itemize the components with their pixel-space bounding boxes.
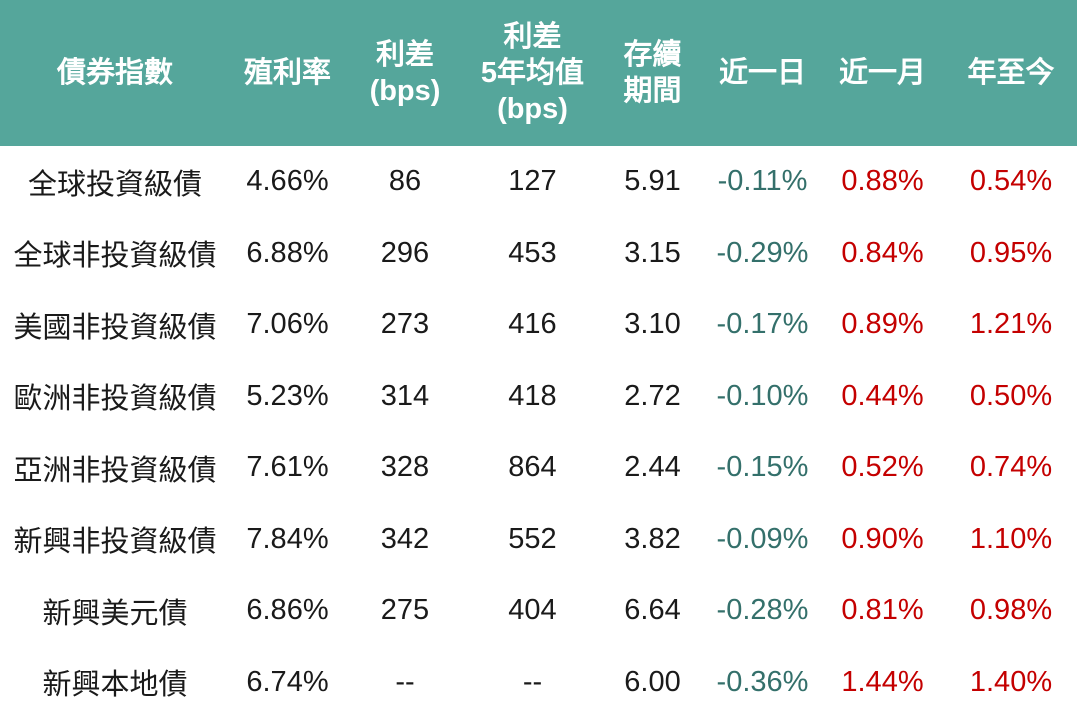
cell-ytd-change: 1.10%: [945, 503, 1077, 575]
cell-duration: 6.00: [600, 646, 705, 718]
cell-1m-change: 0.84%: [820, 217, 945, 289]
cell-ytd-change: 1.40%: [945, 646, 1077, 718]
cell-ytd-change: 0.74%: [945, 432, 1077, 504]
column-header-1m-change: 近一月: [820, 0, 945, 146]
column-header-spread-bps: 利差 (bps): [345, 0, 465, 146]
cell-1d-change: -0.09%: [705, 503, 820, 575]
column-header-ytd-change: 年至今: [945, 0, 1077, 146]
cell-spread: 314: [345, 360, 465, 432]
cell-ytd-change: 0.98%: [945, 575, 1077, 647]
table-row: 新興非投資級債 7.84% 342 552 3.82 -0.09% 0.90% …: [0, 503, 1077, 575]
cell-duration: 3.15: [600, 217, 705, 289]
cell-1d-change: -0.11%: [705, 146, 820, 218]
table-body: 全球投資級債 4.66% 86 127 5.91 -0.11% 0.88% 0.…: [0, 146, 1077, 718]
cell-1m-change: 0.44%: [820, 360, 945, 432]
cell-spread: 273: [345, 289, 465, 361]
table-row: 歐洲非投資級債 5.23% 314 418 2.72 -0.10% 0.44% …: [0, 360, 1077, 432]
cell-ytd-change: 0.54%: [945, 146, 1077, 218]
cell-duration: 2.44: [600, 432, 705, 504]
cell-yield: 6.74%: [230, 646, 345, 718]
cell-yield: 7.84%: [230, 503, 345, 575]
table-row: 全球投資級債 4.66% 86 127 5.91 -0.11% 0.88% 0.…: [0, 146, 1077, 218]
cell-1m-change: 0.90%: [820, 503, 945, 575]
cell-ytd-change: 0.50%: [945, 360, 1077, 432]
table-row: 全球非投資級債 6.88% 296 453 3.15 -0.29% 0.84% …: [0, 217, 1077, 289]
table-row: 亞洲非投資級債 7.61% 328 864 2.44 -0.15% 0.52% …: [0, 432, 1077, 504]
cell-1m-change: 0.88%: [820, 146, 945, 218]
cell-spread-5y-avg: 404: [465, 575, 600, 647]
cell-duration: 5.91: [600, 146, 705, 218]
cell-1d-change: -0.29%: [705, 217, 820, 289]
cell-spread: 275: [345, 575, 465, 647]
cell-spread: --: [345, 646, 465, 718]
cell-spread: 296: [345, 217, 465, 289]
column-header-spread-5y-avg-bps: 利差 5年均值 (bps): [465, 0, 600, 146]
cell-spread-5y-avg: 552: [465, 503, 600, 575]
cell-spread-5y-avg: 453: [465, 217, 600, 289]
header-row: 債券指數 殖利率 利差 (bps) 利差 5年均值 (bps) 存續 期間 近一…: [0, 0, 1077, 146]
cell-bond-index: 新興本地債: [0, 646, 230, 718]
cell-1d-change: -0.17%: [705, 289, 820, 361]
cell-1m-change: 0.52%: [820, 432, 945, 504]
cell-1d-change: -0.10%: [705, 360, 820, 432]
cell-yield: 4.66%: [230, 146, 345, 218]
cell-spread-5y-avg: 127: [465, 146, 600, 218]
cell-yield: 6.86%: [230, 575, 345, 647]
table-header: 債券指數 殖利率 利差 (bps) 利差 5年均值 (bps) 存續 期間 近一…: [0, 0, 1077, 146]
cell-yield: 7.61%: [230, 432, 345, 504]
column-header-yield: 殖利率: [230, 0, 345, 146]
cell-yield: 7.06%: [230, 289, 345, 361]
cell-1m-change: 0.81%: [820, 575, 945, 647]
column-header-1d-change: 近一日: [705, 0, 820, 146]
table-row: 新興本地債 6.74% -- -- 6.00 -0.36% 1.44% 1.40…: [0, 646, 1077, 718]
cell-bond-index: 新興美元債: [0, 575, 230, 647]
cell-spread-5y-avg: 416: [465, 289, 600, 361]
cell-yield: 5.23%: [230, 360, 345, 432]
cell-1m-change: 1.44%: [820, 646, 945, 718]
column-header-bond-index: 債券指數: [0, 0, 230, 146]
cell-bond-index: 美國非投資級債: [0, 289, 230, 361]
cell-duration: 6.64: [600, 575, 705, 647]
cell-spread: 328: [345, 432, 465, 504]
cell-duration: 2.72: [600, 360, 705, 432]
cell-duration: 3.82: [600, 503, 705, 575]
cell-yield: 6.88%: [230, 217, 345, 289]
cell-1d-change: -0.15%: [705, 432, 820, 504]
cell-bond-index: 歐洲非投資級債: [0, 360, 230, 432]
cell-spread-5y-avg: --: [465, 646, 600, 718]
cell-1d-change: -0.28%: [705, 575, 820, 647]
cell-ytd-change: 1.21%: [945, 289, 1077, 361]
table-row: 美國非投資級債 7.06% 273 416 3.10 -0.17% 0.89% …: [0, 289, 1077, 361]
cell-bond-index: 全球投資級債: [0, 146, 230, 218]
cell-bond-index: 全球非投資級債: [0, 217, 230, 289]
cell-spread-5y-avg: 418: [465, 360, 600, 432]
table-row: 新興美元債 6.86% 275 404 6.64 -0.28% 0.81% 0.…: [0, 575, 1077, 647]
cell-spread-5y-avg: 864: [465, 432, 600, 504]
cell-spread: 342: [345, 503, 465, 575]
cell-1m-change: 0.89%: [820, 289, 945, 361]
cell-bond-index: 新興非投資級債: [0, 503, 230, 575]
cell-1d-change: -0.36%: [705, 646, 820, 718]
cell-ytd-change: 0.95%: [945, 217, 1077, 289]
cell-duration: 3.10: [600, 289, 705, 361]
column-header-duration: 存續 期間: [600, 0, 705, 146]
cell-bond-index: 亞洲非投資級債: [0, 432, 230, 504]
cell-spread: 86: [345, 146, 465, 218]
